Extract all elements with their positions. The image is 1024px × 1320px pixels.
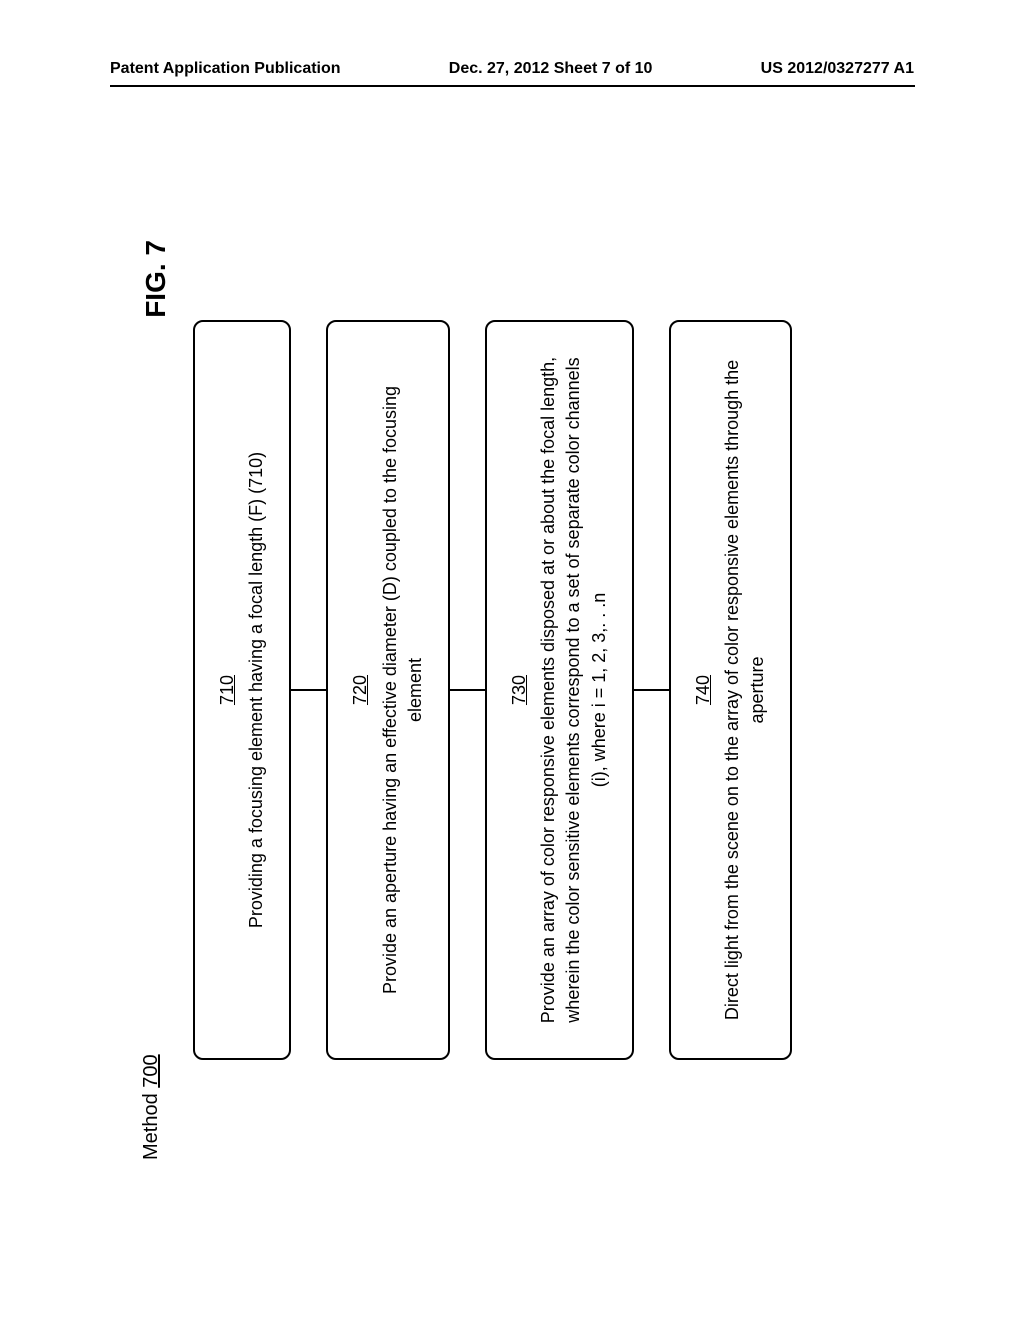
header-left: Patent Application Publication — [110, 60, 341, 78]
connector-3 — [634, 689, 669, 691]
box-text-730: Provide an array of color responsive ele… — [538, 357, 608, 1023]
rotated-figure-content: Method 700 FIG. 7 710 Providing a focusi… — [0, 255, 1024, 1125]
header-right: US 2012/0327277 A1 — [761, 60, 914, 78]
flow-box-720: 720 Provide an aperture having an effect… — [326, 320, 450, 1060]
connector-2 — [450, 689, 485, 691]
header-center: Dec. 27, 2012 Sheet 7 of 10 — [449, 60, 653, 78]
method-prefix: Method — [140, 1088, 162, 1160]
flowchart: 710 Providing a focusing element having … — [193, 320, 792, 1060]
flow-box-740: 740 Direct light from the scene on to th… — [669, 320, 793, 1060]
box-text-740: Direct light from the scene on to the ar… — [722, 360, 767, 1020]
ref-740: 740 — [691, 352, 716, 1028]
ref-710: 710 — [215, 352, 240, 1028]
header-rule — [110, 85, 915, 87]
method-label: Method 700 — [140, 220, 163, 1160]
method-number: 700 — [140, 1054, 162, 1087]
ref-730: 730 — [507, 352, 532, 1028]
flow-box-710: 710 Providing a focusing element having … — [193, 320, 291, 1060]
figure-inner: Method 700 FIG. 7 710 Providing a focusi… — [80, 140, 950, 1240]
flow-box-730: 730 Provide an array of color responsive… — [485, 320, 634, 1060]
ref-720: 720 — [348, 352, 373, 1028]
page-header: Patent Application Publication Dec. 27, … — [0, 60, 1024, 78]
connector-1 — [291, 689, 326, 691]
box-text-710: Providing a focusing element having a fo… — [246, 452, 266, 928]
box-text-720: Provide an aperture having an effective … — [380, 386, 425, 994]
figure-label: FIG. 7 — [140, 240, 172, 318]
